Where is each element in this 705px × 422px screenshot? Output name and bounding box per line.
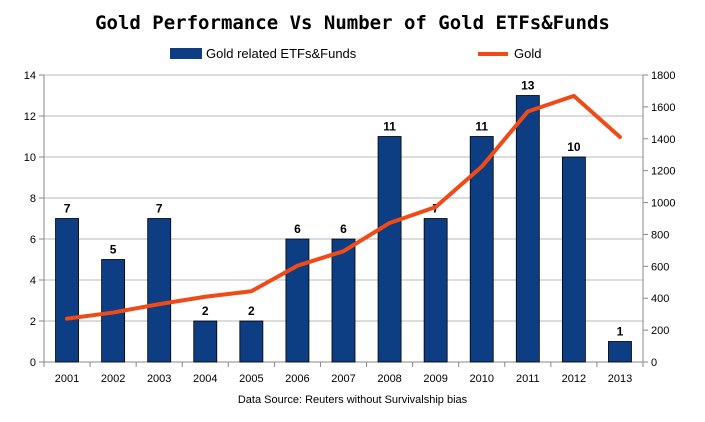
x-tick-label: 2011: [516, 373, 540, 385]
left-tick-label: 12: [24, 111, 36, 123]
legend-label-line: Gold: [514, 46, 542, 61]
bar: [285, 238, 310, 363]
left-tick-label: 0: [30, 357, 36, 369]
legend-swatch-line: [478, 51, 508, 56]
x-tick-label: 2006: [285, 373, 309, 385]
bar: [193, 320, 218, 363]
bar-value-label: 2: [248, 304, 255, 318]
bar: [515, 95, 540, 363]
bar: [561, 156, 586, 363]
x-tick-label: 2003: [147, 373, 171, 385]
left-tick-label: 10: [24, 152, 36, 164]
bar-value-label: 10: [567, 140, 581, 154]
x-tick-label: 2013: [608, 373, 632, 385]
left-tick-label: 8: [30, 193, 36, 205]
bar: [147, 218, 172, 363]
right-tick-label: 600: [651, 261, 669, 273]
bar: [423, 218, 448, 363]
bar: [55, 218, 79, 363]
bar-value-label: 6: [340, 222, 347, 236]
x-tick-label: 2010: [469, 373, 493, 385]
right-tick-label: 1000: [651, 198, 675, 210]
bar: [469, 136, 494, 363]
left-tick-label: 4: [30, 275, 36, 287]
right-tick-label: 800: [651, 229, 669, 241]
bar-value-label: 11: [383, 120, 396, 134]
legend-item-line: Gold: [478, 46, 541, 61]
bar-value-label: 5: [110, 243, 117, 257]
source-note: Data Source: Reuters without Survivalshi…: [237, 394, 468, 406]
legend-item-bars: Gold related ETFs&Funds: [170, 46, 356, 61]
right-tick-label: 1200: [651, 166, 675, 178]
bar: [608, 341, 632, 363]
chart-legend: Gold related ETFs&Funds Gold: [0, 46, 705, 66]
bar-value-label: 2: [202, 304, 209, 318]
chart-title: Gold Performance Vs Number of Gold ETFs&…: [95, 12, 610, 34]
right-tick-label: 1800: [651, 70, 675, 82]
x-tick-label: 2007: [331, 373, 355, 385]
bar-value-label: 1: [617, 325, 624, 339]
x-tick-label: 2002: [101, 373, 125, 385]
x-tick-label: 2004: [193, 373, 217, 385]
bar: [377, 136, 402, 363]
left-tick-label: 2: [30, 316, 36, 328]
right-tick-label: 1400: [651, 134, 675, 146]
bar: [331, 238, 356, 363]
legend-label-bars: Gold related ETFs&Funds: [206, 46, 357, 61]
right-tick-label: 1600: [651, 102, 675, 114]
right-tick-label: 200: [651, 325, 669, 337]
bar-value-label: 7: [156, 202, 163, 216]
right-tick-label: 0: [651, 357, 657, 369]
x-tick-label: 2012: [562, 373, 586, 385]
legend-swatch-bars: [170, 48, 202, 59]
x-tick-label: 2009: [423, 373, 447, 385]
bar-value-label: 13: [521, 79, 535, 93]
bar-value-label: 11: [475, 120, 488, 134]
bar-value-label: 7: [64, 202, 71, 216]
right-tick-label: 400: [651, 293, 669, 305]
x-tick-label: 2008: [377, 373, 401, 385]
x-tick-label: 2001: [55, 373, 79, 385]
left-tick-label: 6: [30, 234, 36, 246]
bar: [239, 320, 264, 363]
left-tick-label: 14: [24, 70, 36, 82]
bar-value-label: 6: [294, 222, 301, 236]
x-tick-label: 2005: [239, 373, 263, 385]
